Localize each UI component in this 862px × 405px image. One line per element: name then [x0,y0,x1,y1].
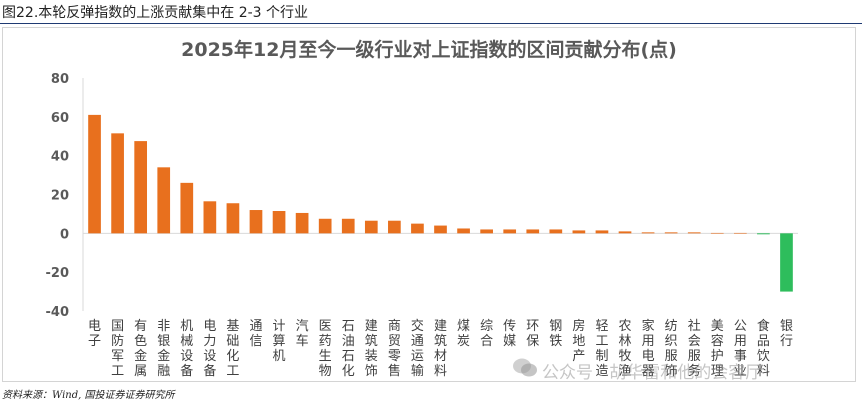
category-label: 环保 [526,319,539,349]
category-label: 美容护理 [711,319,724,379]
category-label: 商贸零售 [388,319,401,379]
bar [664,232,678,234]
figure-caption: 图22.本轮反弹指数的上涨贡献集中在 2-3 个行业 [2,5,309,21]
y-tick-label: -40 [46,305,70,320]
bar [734,232,747,234]
bar [457,228,470,234]
category-label: 电子 [88,319,101,349]
category-label: 机械设备 [180,319,193,379]
chart-title: 2025年12月至今一级行业对上证指数的区间贡献分布(点) [181,38,677,61]
bar [411,223,424,234]
axis-layer: -40 -20 0 20 40 60 80 [46,72,798,320]
category-label: 公用事业 [734,319,747,379]
category-label: 非银金融 [157,319,170,379]
bar [180,182,194,234]
category-label: 房地产 [572,318,585,364]
bar [88,114,101,234]
category-label: 建筑装饰 [365,319,378,379]
category-label: 纺织服饰 [665,319,678,379]
category-label: 社会服务 [688,318,701,379]
bar [249,210,263,234]
bar [480,229,493,234]
bar-chart: 2025年12月至今一级行业对上证指数的区间贡献分布(点) -40 -20 0 20 4… [46,38,798,379]
chart-frame: 2025年12月至今一级行业对上证指数的区间贡献分布(点) -40 -20 0 20 4… [2,27,856,382]
bar [388,220,401,234]
category-label: 有色金属 [134,319,147,379]
y-tick-label: 20 [51,189,69,204]
source-note: 资料来源：Wind, 国投证券证券研究所 [2,390,175,401]
bar [226,203,240,234]
bar [134,141,148,234]
bar [757,233,770,235]
category-label: 石油石化 [342,319,355,379]
category-label-layer: 电子国防军工有色金属非银金融机械设备电力设备基础化工通信计算机汽车医药生物石油石… [88,318,793,379]
bar [157,167,171,234]
category-label: 钢铁 [549,319,562,349]
category-label: 建筑材料 [434,319,447,379]
y-tick-label: -20 [46,266,70,281]
bar [272,211,286,234]
bar-layer [88,114,793,292]
category-label: 综合 [480,319,493,349]
y-tick-label: 0 [60,227,69,242]
category-label: 轻工制造 [595,319,608,379]
bar [526,229,540,234]
bar [341,218,355,234]
category-label: 煤炭 [457,319,470,349]
bar [549,229,563,234]
category-label: 通信 [249,319,262,349]
category-label: 农林牧渔 [619,319,632,379]
category-label: 医药生物 [319,319,332,379]
bar [318,218,332,234]
bar [595,230,609,234]
category-label: 基础化工 [226,319,239,379]
bar [434,225,447,234]
bar [687,232,701,234]
category-label: 交通运输 [411,318,424,379]
bar [572,230,586,234]
category-label: 家用电器 [642,318,655,379]
category-label: 汽车 [296,319,309,349]
bar [203,201,217,234]
bar [364,220,378,234]
category-label: 食品饮料 [757,318,770,379]
wechat-icon [513,358,537,377]
bar [618,231,632,234]
y-tick-label: 80 [51,72,69,87]
bar [641,232,655,234]
category-label: 传媒 [503,319,516,349]
bar [111,133,124,234]
y-tick-label: 40 [51,150,69,165]
category-label: 银行 [780,319,793,349]
category-label: 国防军工 [111,319,124,379]
caption-divider [0,23,862,24]
bar [780,233,793,292]
bar [295,212,309,234]
category-label: 电力设备 [203,319,216,379]
y-tick-label: 60 [51,111,69,126]
bar [503,229,517,234]
watermark: 公众号 · 胡华雷和他的会客厅 [542,363,763,383]
bar [710,232,724,234]
category-label: 计算机 [273,319,286,364]
